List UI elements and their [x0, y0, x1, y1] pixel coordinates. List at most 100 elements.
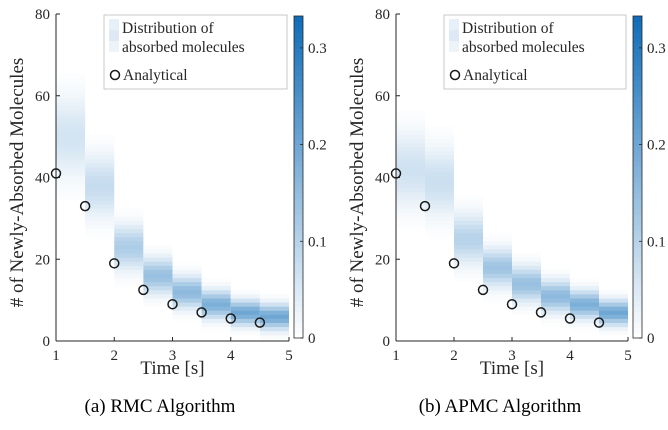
heatmap-cell — [425, 232, 454, 238]
heatmap-cell — [201, 293, 231, 299]
heatmap-cell — [454, 253, 483, 258]
heatmap-cell — [541, 273, 570, 279]
heatmap-cell — [56, 171, 86, 176]
colorbar-segment — [294, 182, 303, 189]
colorbar-segment — [294, 230, 303, 237]
colorbar-segment — [633, 193, 642, 199]
colorbar-segment — [294, 257, 303, 264]
heatmap-cell — [201, 314, 231, 319]
heatmap-cell — [201, 302, 231, 307]
heatmap-cell — [425, 163, 454, 168]
y-axis-label: # of Newly-Absorbed Molecules — [7, 58, 28, 308]
heatmap-cell — [599, 318, 628, 324]
colorbar-segment — [633, 32, 642, 38]
colorbar-segment — [633, 139, 642, 146]
colorbar-segment — [294, 75, 303, 81]
heatmap-cell — [56, 89, 86, 95]
heatmap-cell — [512, 261, 541, 266]
x-tick-label: 4 — [227, 348, 235, 364]
colorbar-segment — [633, 53, 642, 60]
colorbar-segment — [294, 53, 303, 60]
colorbar-segment — [294, 58, 303, 65]
x-tick-label: 5 — [624, 348, 632, 364]
heatmap-cell — [85, 155, 115, 160]
colorbar-segment — [294, 311, 303, 318]
heatmap-cell — [599, 330, 628, 336]
heatmap-cell — [454, 208, 483, 213]
heatmap-cell — [172, 269, 202, 274]
heatmap-cell — [85, 232, 115, 238]
heatmap-cell — [541, 302, 570, 307]
heatmap-cell — [454, 204, 483, 209]
heatmap-cell — [570, 322, 599, 328]
heatmap-cell — [483, 285, 512, 291]
analytical-point — [564, 313, 576, 324]
heatmap-cell — [483, 265, 512, 270]
heatmap-cell — [259, 314, 290, 319]
x-tick-label: 3 — [508, 348, 516, 364]
colorbar-segment — [633, 166, 642, 173]
heatmap-cell — [85, 171, 115, 176]
heatmap-cell — [425, 130, 454, 135]
colorbar-segment — [294, 80, 303, 87]
heatmap-cell — [483, 269, 512, 274]
colorbar-segment — [633, 134, 642, 140]
colorbar-segment — [633, 21, 642, 28]
colorbar-segment — [294, 289, 303, 296]
heatmap-cell — [483, 281, 512, 287]
heatmap-cell — [454, 199, 483, 205]
heatmap-cell — [259, 310, 290, 315]
colorbar-segment — [633, 268, 642, 275]
heatmap-cell — [425, 138, 454, 144]
heatmap-cell — [56, 126, 86, 131]
heatmap-cell — [230, 289, 260, 295]
analytical-point — [593, 317, 605, 328]
heatmap-cell — [483, 277, 512, 283]
colorbar-segment — [633, 107, 642, 114]
heatmap-cell — [396, 183, 425, 189]
heatmap-cell — [599, 289, 628, 295]
heatmap-cell — [570, 326, 599, 332]
heatmap-cell — [454, 216, 483, 221]
heatmap-cell — [396, 175, 425, 180]
heatmap-cell — [259, 322, 290, 328]
heatmap-cell — [85, 167, 115, 172]
colorbar-segment — [294, 268, 303, 275]
heatmap-cell — [85, 228, 115, 234]
colorbar-segment — [633, 182, 642, 189]
heatmap-cell — [259, 318, 290, 324]
colorbar-segment — [633, 295, 642, 301]
analytical-point — [167, 298, 178, 310]
colorbar-segment — [633, 273, 642, 280]
colorbar-segment — [294, 107, 303, 114]
colorbar-segment — [633, 58, 642, 65]
heatmap-cell — [114, 224, 144, 229]
heatmap-cell — [541, 269, 570, 274]
x-axis-label: Time [s] — [480, 358, 544, 379]
colorbar-segment — [294, 85, 303, 92]
colorbar-segment — [294, 144, 303, 151]
heatmap-cell — [143, 244, 173, 250]
colorbar-segment — [633, 128, 642, 135]
colorbar-segment — [294, 300, 303, 307]
colorbar-segment — [294, 252, 303, 258]
heatmap-cell — [396, 216, 425, 221]
heatmap-cell — [56, 191, 86, 197]
heatmap-cell — [143, 281, 173, 287]
legend-swatch-distribution — [109, 41, 119, 52]
y-tick-label: 0 — [383, 334, 391, 350]
colorbar-segment — [633, 160, 642, 167]
legend-swatch-distribution — [109, 30, 119, 41]
x-axis-label: Time [s] — [140, 358, 204, 379]
x-tick-label: 2 — [450, 348, 458, 364]
heatmap-cell — [56, 118, 86, 123]
heatmap-cell — [85, 204, 115, 209]
colorbar-segment — [294, 112, 303, 119]
analytical-point — [50, 168, 62, 179]
heatmap-cell — [85, 134, 115, 140]
heatmap-cell — [201, 326, 231, 332]
heatmap-cell — [56, 175, 86, 180]
colorbar-segment — [633, 64, 642, 71]
heatmap-cell — [396, 159, 425, 164]
colorbar-tick-label: 0.1 — [647, 234, 666, 250]
